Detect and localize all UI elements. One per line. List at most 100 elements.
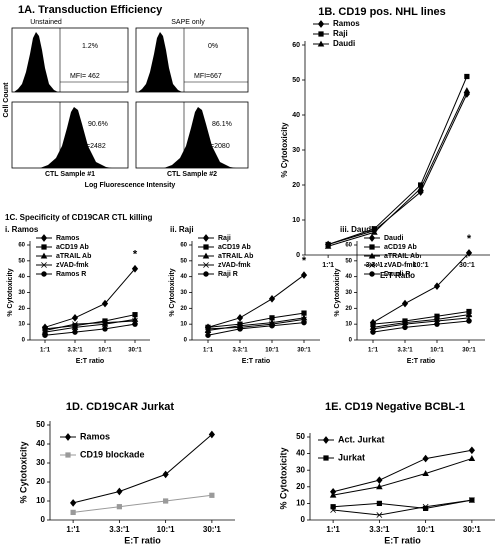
chart-title: 1E. CD19 Negative BCBL-1 <box>325 401 465 413</box>
chart: ii. Raji 0 10 20 30 40 50 60 1:'1 3.3:'1 10:'1 30:'… <box>169 225 320 365</box>
sample-label: CTL Sample #1 <box>45 171 95 178</box>
y-tick-label: 40 <box>36 439 45 448</box>
legend-label: zVAD-fmk <box>218 262 251 269</box>
legend-label: aTRAIL Ab <box>384 253 419 260</box>
marker <box>324 242 332 249</box>
marker <box>329 491 337 498</box>
legend-label: CD19 blockade <box>80 449 145 459</box>
marker <box>434 321 440 327</box>
y-tick-label: 40 <box>180 274 187 280</box>
y-tick-label: 60 <box>18 243 25 249</box>
x-tick-label: 3.3:'1 <box>369 525 390 534</box>
y-tick-label: 50 <box>292 77 300 84</box>
marker <box>301 319 307 326</box>
y-tick-label: 30 <box>180 290 187 296</box>
marker <box>42 332 48 338</box>
legend-marker <box>368 252 376 259</box>
x-tick-label: 1:'1 <box>368 348 379 354</box>
y-tick-label: 50 <box>345 258 352 264</box>
legend-label: aCD19 Ab <box>218 244 251 251</box>
legend-marker <box>323 455 329 461</box>
x-tick-label: 1:'1 <box>66 525 80 534</box>
chart: 1C. Specificity of CD19CAR CTL killing i.… <box>5 213 153 365</box>
x-axis-label: E:T ratio <box>407 358 435 365</box>
mfi-label: MFI=2482 <box>74 143 106 150</box>
y-axis-label: % Cytotoxicity <box>278 447 288 509</box>
legend-label: Ramos R <box>56 271 86 278</box>
x-axis-label: Log Fluorescence Intensity <box>85 182 176 189</box>
series-line <box>207 322 305 336</box>
percent-label: 86.1% <box>212 121 232 128</box>
marker <box>205 326 211 332</box>
x-tick-label: 3.3:'1 <box>232 348 248 354</box>
legend-marker <box>40 234 48 242</box>
series-line <box>73 494 212 513</box>
percent-label: 90.6% <box>88 121 108 128</box>
marker <box>463 87 471 93</box>
legend-label: Raji R <box>218 271 238 278</box>
annotation: * <box>133 249 138 261</box>
legend-marker <box>317 20 325 28</box>
marker <box>376 483 383 490</box>
marker <box>464 73 470 80</box>
x-tick-label: 30:'1 <box>297 348 311 354</box>
y-tick-label: 20 <box>18 306 25 312</box>
x-tick-label: 1:'1 <box>40 348 51 354</box>
series-line <box>44 320 136 331</box>
marker <box>70 499 77 507</box>
marker <box>376 512 383 518</box>
y-tick-label: 60 <box>345 243 352 249</box>
legend-marker <box>318 31 324 37</box>
histogram-plot: 0% MFI=667 <box>135 27 249 93</box>
y-tick-label: 40 <box>296 449 305 458</box>
legend-label: Raji <box>333 29 348 38</box>
y-tick-label: 50 <box>18 258 25 264</box>
x-tick-label: 3.3:'1 <box>109 525 130 534</box>
marker <box>422 503 429 510</box>
x-tick-label: 10:'1 <box>157 525 175 534</box>
mfi-label: MFI=2080 <box>198 143 230 150</box>
y-axis-label: Cell Count <box>3 82 10 118</box>
legend-marker <box>41 244 47 250</box>
y-tick-label: 0 <box>349 338 353 344</box>
marker <box>376 500 382 507</box>
legend-marker <box>40 252 48 259</box>
marker <box>237 326 243 332</box>
marker <box>71 313 79 322</box>
marker <box>370 329 376 335</box>
legend-label: Ramos <box>80 431 110 441</box>
series-line <box>372 320 470 333</box>
legend-label: aTRAIL Ab <box>56 253 91 260</box>
legend-label: zVAD-fmk <box>56 262 89 269</box>
marker <box>371 228 378 235</box>
y-tick-label: 10 <box>180 322 187 328</box>
x-axis-label: E:T ratio <box>242 358 270 365</box>
marker <box>131 264 139 273</box>
flow-panel: 1A. Transduction Efficiency Unstained SA… <box>3 4 249 189</box>
y-tick-label: 20 <box>36 477 45 486</box>
y-tick-label: 10 <box>296 499 305 508</box>
series-line <box>333 449 472 493</box>
x-tick-label: 3.3:'1 <box>67 348 83 354</box>
chart: 1E. CD19 Negative BCBL-1 0 10 20 30 40 50 1:'1 3… <box>278 401 495 545</box>
column-label: SAPE only <box>171 19 205 26</box>
marker <box>209 492 215 498</box>
marker <box>300 271 308 279</box>
legend-label: Ramos <box>56 235 79 242</box>
legend-marker <box>41 262 47 268</box>
legend-marker <box>368 234 376 242</box>
series-line <box>327 76 468 245</box>
marker <box>401 299 409 308</box>
series-line <box>327 93 468 245</box>
y-tick-label: 0 <box>41 515 46 524</box>
legend-marker <box>317 40 325 47</box>
chart-title: 1D. CD19CAR Jurkat <box>66 401 175 413</box>
marker <box>116 504 122 510</box>
legend-label: zVAD-fmk <box>384 262 417 269</box>
histogram-plot: 1.2% MFI= 462 <box>11 27 129 93</box>
x-tick-label: 30:'1 <box>459 262 475 269</box>
legend-marker <box>203 271 209 277</box>
marker <box>465 311 473 318</box>
x-tick-label: 10:'1 <box>413 262 429 269</box>
y-tick-label: 10 <box>345 322 352 328</box>
